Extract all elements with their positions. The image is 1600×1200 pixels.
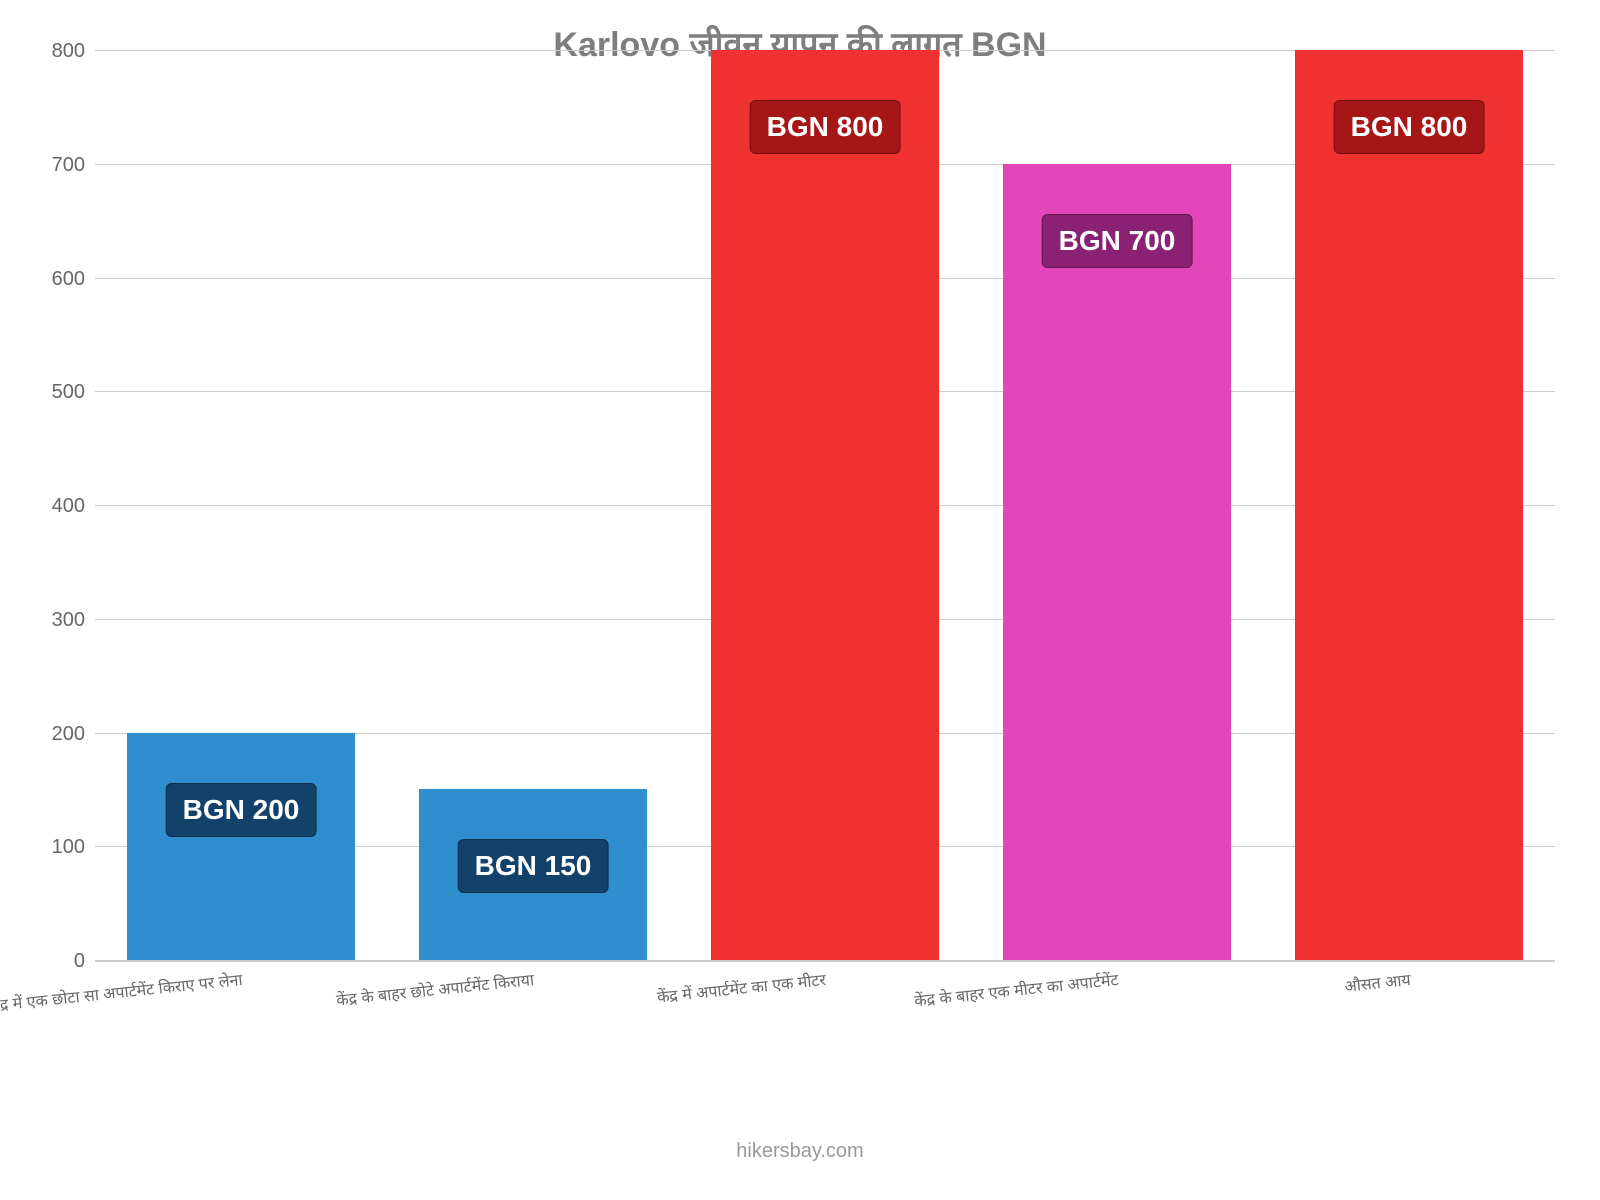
chart-container: Karlovo जीवन यापन की लागत BGN 0100200300… (0, 0, 1600, 1200)
y-tick-label: 600 (25, 268, 85, 291)
bar-value-label: BGN 200 (166, 783, 317, 837)
bar (1003, 164, 1231, 960)
chart-footer: hikersbay.com (0, 1140, 1600, 1163)
x-tick-label: औसत आय (1343, 968, 1411, 997)
y-tick-label: 100 (25, 836, 85, 859)
bar-value-label: BGN 800 (1334, 100, 1485, 154)
y-tick-label: 200 (25, 723, 85, 746)
x-tick-label: केंद्र में एक छोटा सा अपार्टमेंट किराए प… (0, 968, 243, 1017)
bar-value-label: BGN 700 (1042, 214, 1193, 268)
y-tick-label: 300 (25, 609, 85, 632)
y-tick-label: 0 (25, 950, 85, 973)
x-tick-label: केंद्र के बाहर छोटे अपार्टमेंट किराया (335, 968, 535, 1011)
x-tick-label: केंद्र के बाहर एक मीटर का अपार्टमेंट (913, 968, 1119, 1011)
bar (127, 733, 355, 961)
y-tick-label: 400 (25, 495, 85, 518)
y-tick-label: 800 (25, 40, 85, 63)
bar-value-label: BGN 800 (750, 100, 901, 154)
gridline (95, 960, 1555, 962)
bar (711, 50, 939, 960)
y-tick-label: 700 (25, 154, 85, 177)
plot-area: 0100200300400500600700800BGN 200केंद्र म… (95, 50, 1555, 960)
y-tick-label: 500 (25, 381, 85, 404)
bar-value-label: BGN 150 (458, 839, 609, 893)
bar (1295, 50, 1523, 960)
x-tick-label: केंद्र में अपार्टमेंट का एक मीटर (656, 968, 827, 1008)
